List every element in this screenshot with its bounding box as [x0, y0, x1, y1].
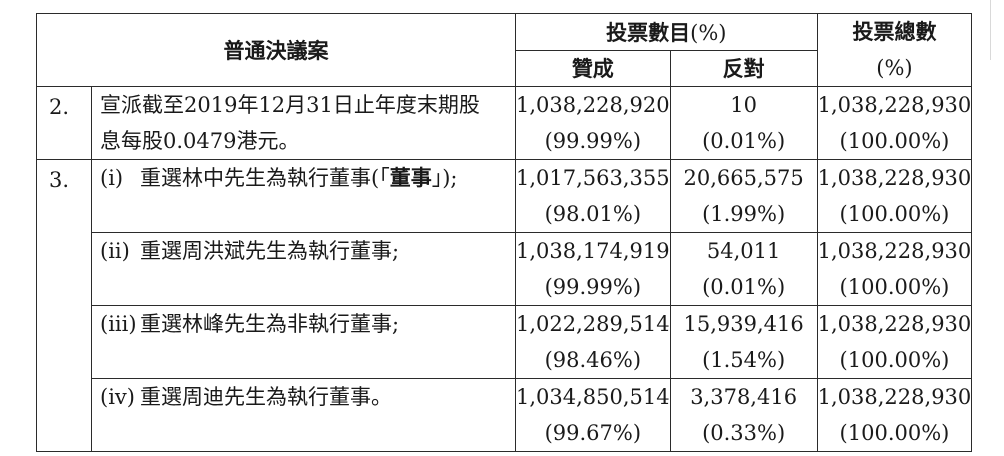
resolution-text: (ii) 重選周洪斌先生為執行董事; [91, 232, 516, 306]
against-votes-cell: 20,665,575 (1.99%) [669, 159, 818, 233]
for-votes-cell: 1,017,563,355 (98.01%) [515, 159, 671, 233]
resolution-row-2: 2. 宣派截至2019年12月31日止年度末期股 息每股0.0479港元。 1,… [36, 86, 973, 160]
resolution-text-part: 重選林中先生為執行董事(「 [140, 166, 390, 190]
against-votes-cell: 3,378,416 (0.33%) [669, 378, 818, 452]
against-votes-pct: (0.01%) [702, 129, 786, 153]
resolution-text: (iv) 重選周迪先生為執行董事。 [91, 378, 516, 452]
for-votes-pct: (99.99%) [544, 275, 642, 299]
against-votes-pct: (1.54%) [702, 348, 786, 372]
header-row-1: 普通決議案 投票數目(%) 投票總數 (%) [36, 13, 973, 87]
votes-column-header: 投票數目(%) [515, 13, 818, 51]
against-votes-cell: 10 (0.01%) [669, 86, 818, 160]
for-votes-pct: (98.01%) [544, 202, 642, 226]
sub-item-label: (ii) [100, 239, 130, 263]
resolution-text-line-2: 息每股0.0479港元。 [100, 129, 300, 153]
for-votes-pct: (98.46%) [544, 348, 642, 372]
for-votes-pct: (99.99%) [544, 129, 642, 153]
total-votes-cell: 1,038,228,930 (100.00%) [816, 305, 973, 379]
total-votes-pct: (100.00%) [839, 129, 950, 153]
sub-item-label: (iii) [100, 312, 137, 336]
for-votes-count: 1,022,289,514 [516, 312, 670, 336]
against-column-header: 反對 [669, 49, 818, 87]
votes-title: 投票數目 [606, 20, 691, 45]
resolution-text-part: 」); [431, 166, 458, 190]
total-votes-count: 1,038,228,930 [817, 385, 972, 409]
against-votes-count: 10 [730, 93, 757, 117]
against-votes-cell: 15,939,416 (1.54%) [669, 305, 818, 379]
resolution-text-line-1: 宣派截至2019年12月31日止年度末期股 [100, 93, 480, 117]
total-votes-count: 1,038,228,930 [817, 93, 972, 117]
total-votes-cell: 1,038,228,930 (100.00%) [816, 232, 973, 306]
against-votes-pct: (1.99%) [702, 202, 786, 226]
resolution-title: 普通決議案 [223, 39, 329, 63]
page-edge-divider [990, 0, 1004, 60]
votes-pct-label: (%) [690, 20, 727, 45]
for-votes-count: 1,034,850,514 [516, 385, 670, 409]
against-votes-pct: (0.33%) [702, 421, 786, 445]
for-column-header: 贊成 [515, 49, 671, 87]
total-votes-cell: 1,038,228,930 (100.00%) [816, 159, 973, 233]
for-votes-cell: 1,034,850,514 (99.67%) [515, 378, 671, 452]
total-pct-label: (%) [876, 56, 913, 80]
resolution-text: (iii) 重選林峰先生為非執行董事; [91, 305, 516, 379]
against-votes-count: 15,939,416 [683, 312, 804, 336]
resolution-text-part: 重選周迪先生為執行董事。 [140, 385, 392, 409]
total-votes-pct: (100.00%) [839, 421, 950, 445]
total-votes-pct: (100.00%) [839, 202, 950, 226]
resolution-text-part: 重選周洪斌先生為執行董事; [140, 239, 400, 263]
total-votes-pct: (100.00%) [839, 275, 950, 299]
for-votes-cell: 1,038,228,920 (99.99%) [515, 86, 671, 160]
resolution-text-part: 重選林峰先生為非執行董事; [140, 312, 400, 336]
sub-item-label: (iv) [100, 385, 135, 409]
resolution-row-3-i: 3. (i) 重選林中先生為執行董事(「董事」); 1,017,563,355 (… [36, 159, 973, 452]
total-votes-cell: 1,038,228,930 (100.00%) [816, 86, 973, 160]
against-votes-pct: (0.01%) [702, 275, 786, 299]
total-title: 投票總數 [852, 20, 937, 44]
total-column-header: 投票總數 (%) [816, 13, 973, 87]
resolution-number: 3. [36, 159, 92, 452]
resolution-number: 2. [36, 86, 92, 160]
against-votes-count: 3,378,416 [690, 385, 798, 409]
resolution-text: 宣派截至2019年12月31日止年度末期股 息每股0.0479港元。 [91, 86, 516, 160]
for-votes-cell: 1,038,174,919 (99.99%) [515, 232, 671, 306]
for-votes-count: 1,017,563,355 [516, 166, 670, 190]
for-votes-pct: (99.67%) [544, 421, 642, 445]
total-votes-pct: (100.00%) [839, 348, 950, 372]
resolution-row-3-iii: (iii) 重選林峰先生為非執行董事; 1,022,289,514 (98.46%… [37, 305, 973, 379]
resolution-text: (i) 重選林中先生為執行董事(「董事」); [91, 159, 516, 233]
for-votes-count: 1,038,228,920 [516, 93, 670, 117]
total-votes-cell: 1,038,228,930 (100.00%) [816, 378, 973, 452]
total-votes-count: 1,038,228,930 [817, 239, 972, 263]
total-votes-count: 1,038,228,930 [817, 166, 972, 190]
against-votes-cell: 54,011 (0.01%) [669, 232, 818, 306]
resolution-row-3-iv: (iv) 重選周迪先生為執行董事。 1,034,850,514 (99.67%) … [37, 378, 973, 452]
header-row-2: 贊成 反對 [37, 49, 972, 87]
poll-results-table: 普通決議案 投票數目(%) 投票總數 (%) 贊成 反對 2. 宣派截至2019… [36, 13, 973, 452]
total-votes-count: 1,038,228,930 [817, 312, 972, 336]
against-votes-count: 20,665,575 [683, 166, 804, 190]
resolution-column-header: 普通決議案 [36, 13, 516, 87]
sub-item-label: (i) [100, 166, 124, 190]
resolution-row-3-ii: (ii) 重選周洪斌先生為執行董事; 1,038,174,919 (99.99%)… [37, 232, 973, 306]
for-votes-count: 1,038,174,919 [516, 239, 670, 263]
for-votes-cell: 1,022,289,514 (98.46%) [515, 305, 671, 379]
resolution-text-bold-term: 董事 [389, 166, 432, 190]
against-votes-count: 54,011 [706, 239, 781, 263]
